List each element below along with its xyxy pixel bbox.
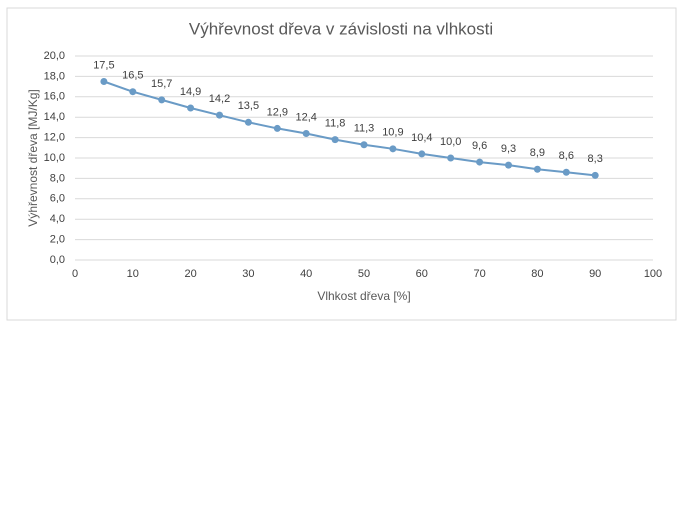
x-tick-label: 50 — [358, 268, 370, 280]
marker — [273, 124, 281, 132]
x-tick-label: 90 — [589, 268, 601, 280]
data-label: 13,5 — [238, 100, 259, 112]
y-tick-label: 6,0 — [50, 193, 65, 205]
data-label: 8,3 — [588, 153, 603, 165]
y-tick-label: 10,0 — [44, 152, 65, 164]
x-tick-label: 70 — [473, 268, 485, 280]
marker — [100, 78, 108, 85]
y-tick-label: 0,0 — [50, 254, 65, 266]
data-label: 14,9 — [180, 86, 201, 98]
y-tick-label: 2,0 — [50, 234, 65, 246]
x-tick-label: 100 — [644, 268, 662, 280]
y-axis-label: Výhřevnost dřeva [MJ/Kg] — [26, 89, 40, 226]
data-label: 8,9 — [530, 147, 545, 159]
x-tick-label: 80 — [531, 268, 543, 280]
y-tick-label: 4,0 — [50, 213, 65, 225]
chart-title: Výhřevnost dřeva v závislosti na vlhkost… — [189, 19, 493, 38]
data-label: 11,3 — [354, 123, 375, 135]
data-label: 16,5 — [122, 70, 143, 82]
x-axis-label: Vlhkost dřeva [%] — [317, 289, 410, 303]
marker — [591, 171, 599, 179]
data-label: 14,2 — [209, 93, 230, 105]
y-tick-label: 12,0 — [44, 132, 65, 144]
y-tick-label: 18,0 — [44, 70, 65, 82]
marker — [129, 88, 137, 96]
x-tick-label: 60 — [416, 268, 428, 280]
data-label: 9,3 — [501, 143, 516, 155]
marker — [418, 150, 426, 158]
chart-frame — [6, 7, 677, 321]
y-tick-label: 8,0 — [50, 172, 65, 184]
x-tick-label: 20 — [184, 268, 196, 280]
marker — [447, 154, 455, 162]
marker — [302, 130, 310, 138]
marker — [533, 165, 541, 173]
y-tick-label: 14,0 — [44, 111, 65, 123]
y-tick-label: 16,0 — [44, 91, 65, 103]
y-tick-label: 20,0 — [44, 50, 65, 62]
marker — [360, 141, 368, 149]
marker — [158, 96, 166, 104]
data-label: 11,8 — [325, 118, 346, 130]
x-tick-label: 0 — [72, 268, 78, 280]
x-tick-label: 40 — [300, 268, 312, 280]
marker — [389, 145, 397, 153]
marker — [505, 161, 512, 169]
marker — [244, 118, 252, 126]
x-tick-label: 30 — [242, 268, 254, 280]
marker — [331, 136, 339, 144]
data-label: 12,4 — [295, 111, 316, 123]
data-label: 8,6 — [559, 150, 574, 162]
marker — [476, 158, 484, 166]
marker — [562, 168, 570, 176]
data-label: 10,9 — [382, 127, 403, 139]
data-label: 10,0 — [440, 136, 461, 148]
marker — [216, 111, 223, 119]
data-label: 15,7 — [151, 78, 172, 90]
marker — [187, 104, 195, 112]
x-tick-label: 10 — [127, 268, 139, 280]
data-label: 10,4 — [411, 132, 432, 144]
data-label: 12,9 — [267, 106, 288, 118]
data-label: 9,6 — [472, 140, 487, 152]
series-line — [103, 80, 596, 177]
data-label: 17,5 — [93, 59, 114, 71]
